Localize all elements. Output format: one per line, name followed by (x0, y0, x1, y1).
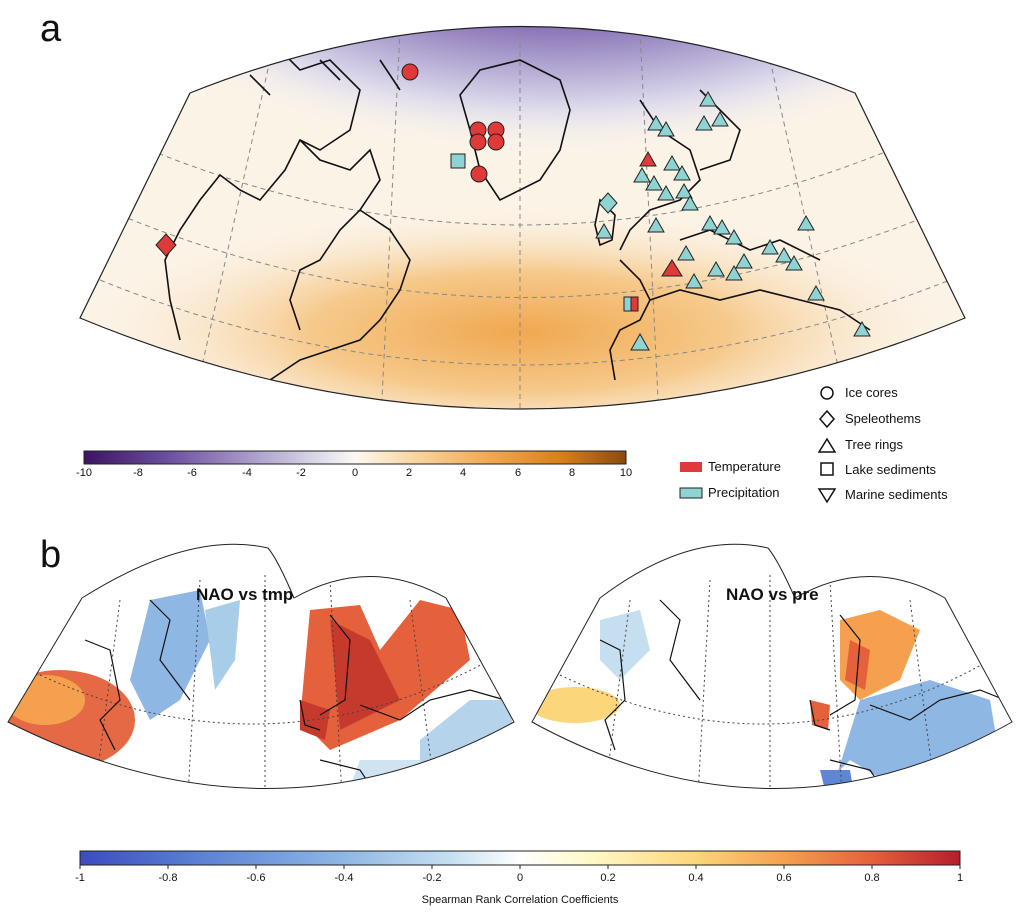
colorbar-a-tick: -6 (187, 467, 197, 479)
lake-sediment-marker (623, 296, 632, 312)
lake-sediment-marker (450, 153, 466, 169)
panel-a-label: a (40, 8, 62, 50)
colorbar-a-tick: 8 (568, 467, 576, 479)
panel-b-label: b (40, 534, 62, 576)
colorbar-a-tick: 6 (514, 467, 522, 479)
proxy-markers (155, 63, 871, 351)
legend-shapes (817, 386, 837, 504)
tree-rings-legend-icon (817, 437, 837, 453)
colorbar-a-tick: -10 (76, 467, 92, 479)
ice-core-marker (487, 133, 505, 151)
legend-marine-sediments-label: Marine sediments (845, 487, 948, 502)
colorbar-a-tick: -4 (242, 467, 252, 479)
legend-tree-rings-label: Tree rings (845, 437, 904, 452)
tree-ring-marker (661, 259, 683, 277)
colorbar-b-tick: 0 (516, 872, 524, 884)
legend-ice-cores-label: Ice cores (845, 385, 898, 400)
colorbar-b-tick: 0.2 (600, 872, 616, 884)
legend-temperature-label: Temperature (708, 459, 781, 474)
marine-sediments-legend-icon (817, 488, 837, 504)
colorbar-a-tick: 2 (405, 467, 413, 479)
colorbar-b-tick: -0.8 (158, 872, 178, 884)
temperature-swatch (680, 462, 702, 472)
colorbar-a-tick: -2 (296, 467, 306, 479)
colorbar-b-tick: -0.4 (334, 872, 354, 884)
colorbar-b-ticks (79, 865, 961, 869)
colorbar-b-tick: -0.2 (422, 872, 442, 884)
legend-lake-sediments-label: Lake sediments (845, 462, 937, 477)
legend-precipitation-label: Precipitation (708, 485, 780, 500)
tree-ring-marker (639, 150, 657, 167)
precipitation-swatch (679, 487, 703, 499)
colorbar-b (79, 850, 961, 866)
colorbar-b-tick: 0.8 (864, 872, 880, 884)
legend-colors (679, 462, 703, 499)
colorbar-b-tick: 0.4 (688, 872, 704, 884)
speleothem-marker (598, 192, 618, 214)
map-title-tmp: NAO vs tmp (196, 585, 294, 604)
colorbar-a-tick: 0 (351, 467, 359, 479)
map-title-pre: NAO vs pre (726, 585, 819, 604)
lake-sediment-marker (630, 296, 639, 312)
colorbar-a (83, 450, 627, 465)
colorbar-b-tick: -1 (75, 872, 85, 884)
colorbar-b-tick: -0.6 (246, 872, 266, 884)
colorbar-a-tick: -8 (133, 467, 143, 479)
tree-ring-markers (595, 90, 871, 351)
colorbar-a-tick: 4 (459, 467, 467, 479)
colorbar-a-tick: 10 (619, 467, 633, 479)
lake-sediments-legend-icon (820, 462, 834, 476)
speleothems-legend-icon (819, 409, 835, 429)
ice-core-marker (469, 133, 487, 151)
panel-a-map (79, 25, 966, 410)
ice-core-marker (401, 63, 419, 81)
colorbar-b-tick: 1 (956, 872, 964, 884)
speleothem-marker (155, 233, 177, 257)
legend-speleothems-label: Speleothems (845, 411, 921, 426)
colorbar-b-tick: 0.6 (776, 872, 792, 884)
ice-core-marker (470, 165, 488, 183)
ice-cores-legend-icon (820, 386, 834, 400)
colorbar-b-label: Spearman Rank Correlation Coefficients (421, 894, 619, 906)
